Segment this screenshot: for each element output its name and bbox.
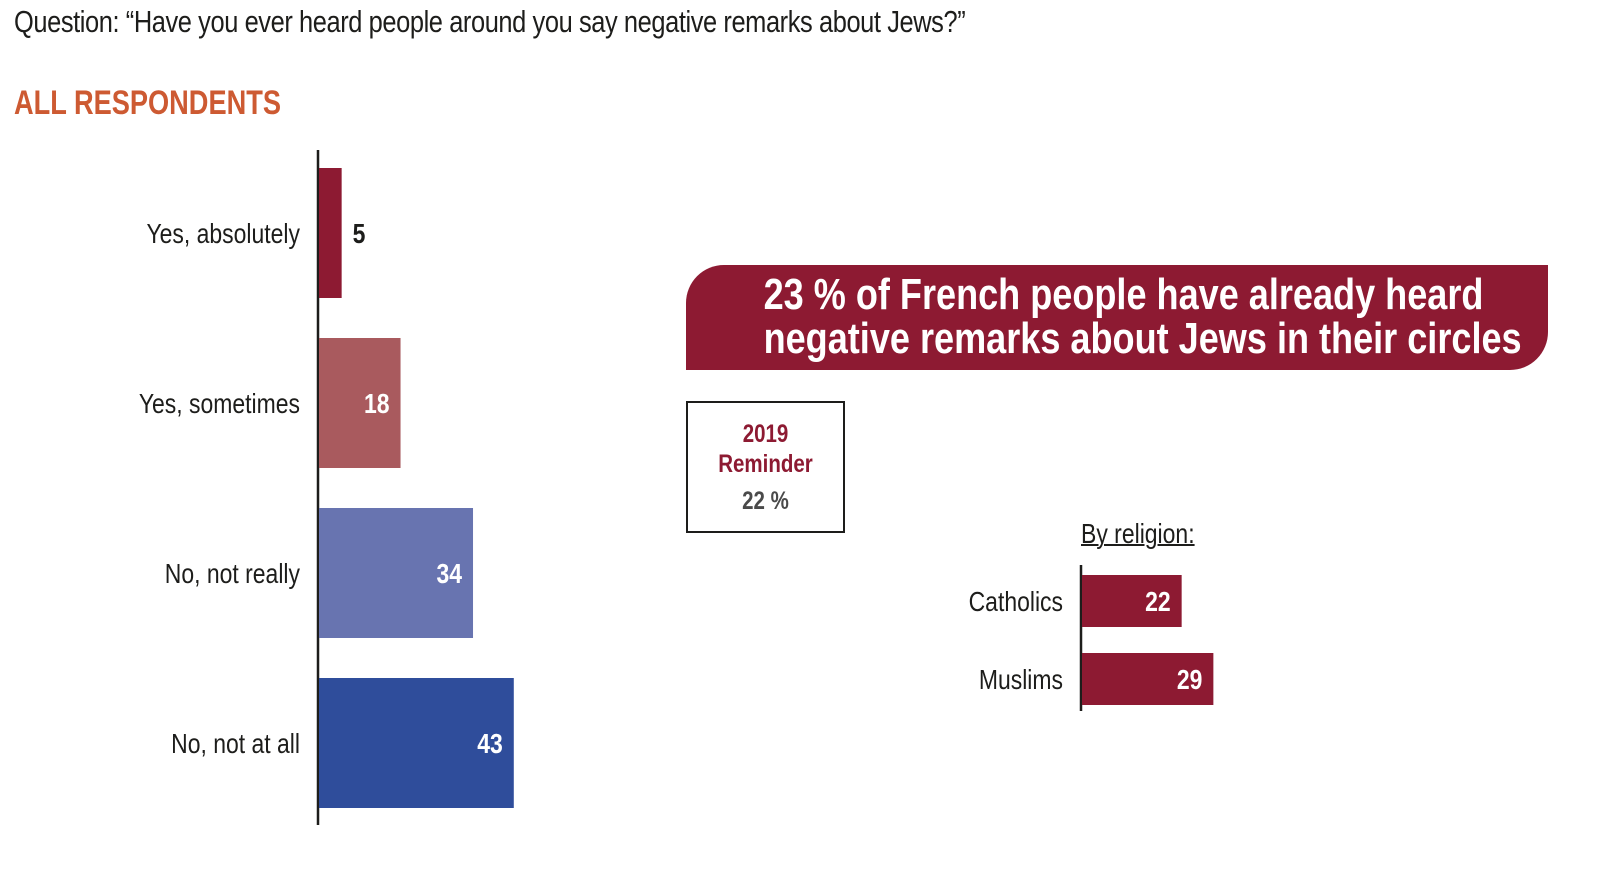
headline-callout: 23 % of French people have already heard…	[686, 265, 1548, 370]
bar-2	[319, 508, 474, 638]
value-label: 34	[436, 559, 462, 590]
callout-line-1: 23 % of French people have already heard	[763, 270, 1484, 319]
value-label: 5	[353, 219, 366, 250]
bar-3	[319, 678, 514, 808]
category-label: No, not really	[165, 559, 300, 590]
section-title: ALL RESPONDENTS	[14, 84, 281, 122]
category-label: No, not at all	[171, 729, 300, 760]
reminder-year: 2019	[742, 420, 789, 448]
callout-line-2: negative remarks about Jews in their cir…	[763, 314, 1522, 363]
category-label: Yes, absolutely	[146, 219, 300, 250]
reminder-label: Reminder	[718, 450, 813, 478]
question-text: Question: “Have you ever heard people ar…	[14, 4, 966, 39]
value-label: 43	[477, 729, 503, 760]
value-label: 18	[364, 389, 390, 420]
religion-chart-title: By religion:	[1081, 518, 1195, 549]
category-label: Yes, sometimes	[139, 389, 300, 420]
bar-1	[319, 338, 401, 468]
bar-0	[319, 168, 342, 298]
reminder-value: 22 %	[742, 487, 789, 515]
reminder-box: 2019 Reminder 22 %	[686, 401, 845, 533]
